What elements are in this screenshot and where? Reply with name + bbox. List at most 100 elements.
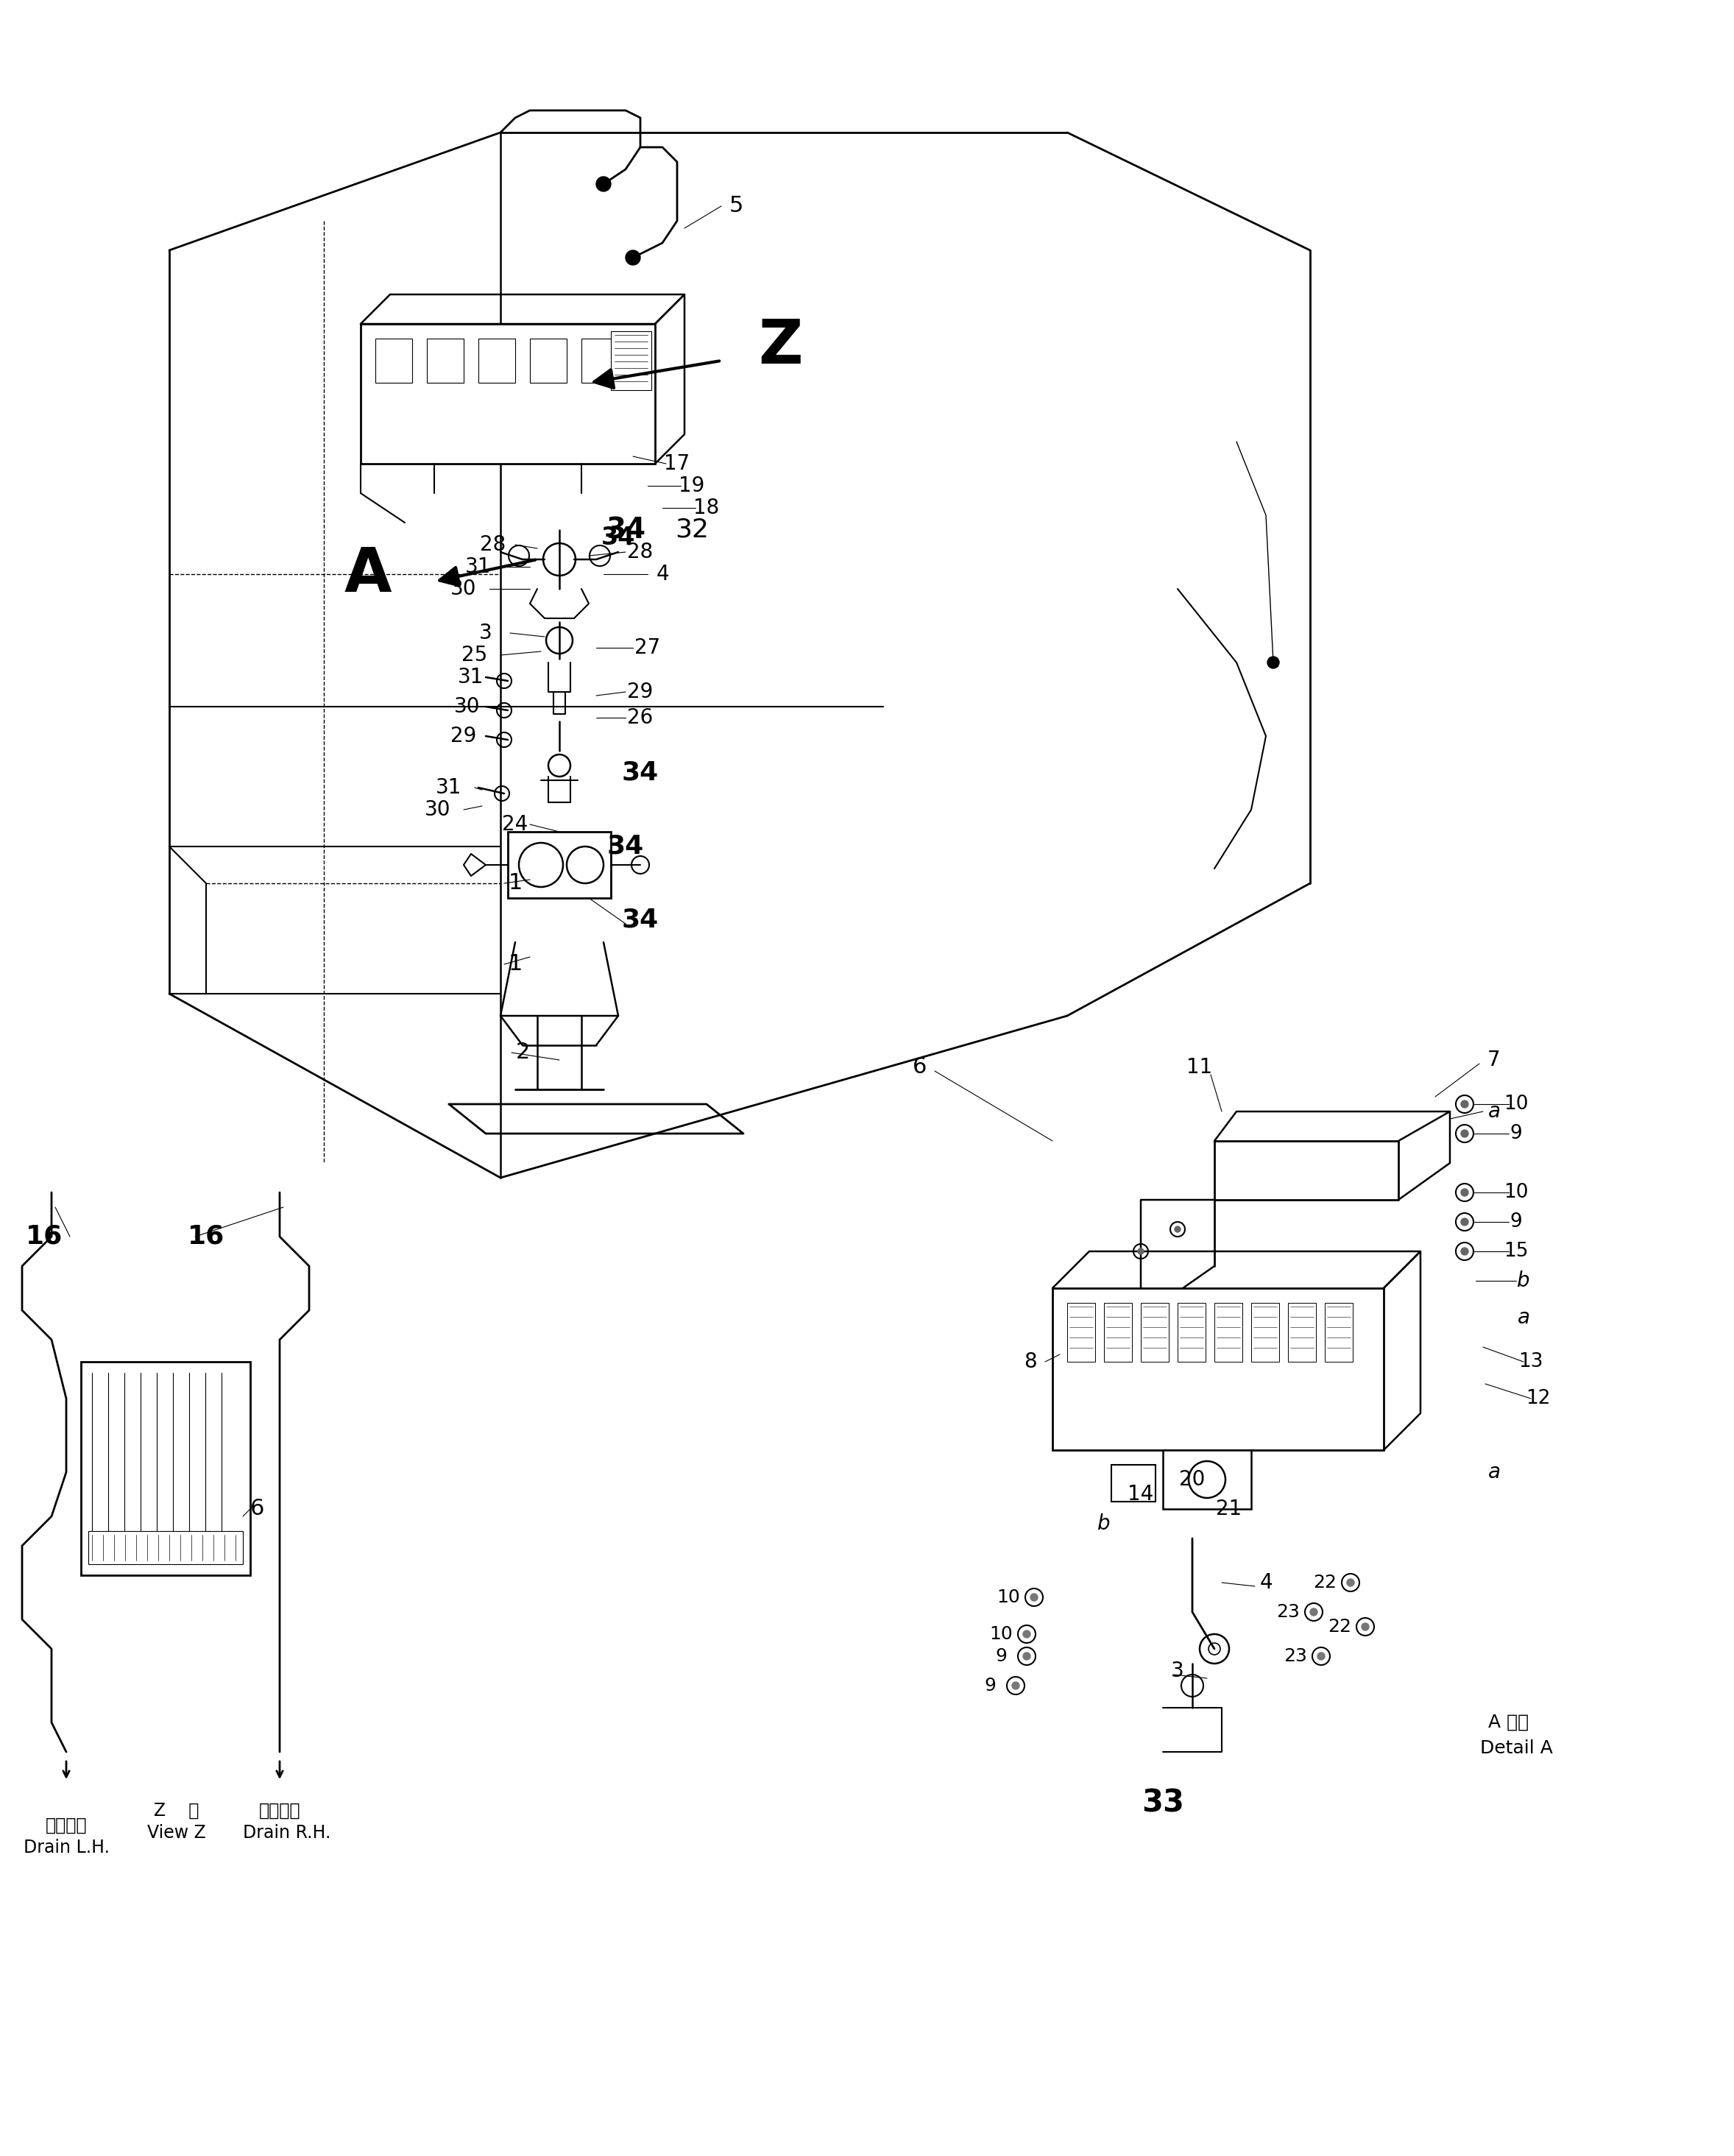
Text: 34: 34 bbox=[605, 515, 645, 543]
Bar bbox=[375, 338, 413, 384]
Text: 29: 29 bbox=[451, 727, 477, 746]
Text: View Z: View Z bbox=[147, 1824, 206, 1841]
Text: 24: 24 bbox=[503, 815, 529, 834]
Text: 27: 27 bbox=[635, 638, 661, 658]
Text: Drain L.H.: Drain L.H. bbox=[23, 1839, 109, 1856]
Bar bbox=[581, 338, 619, 384]
Text: 26: 26 bbox=[628, 707, 654, 729]
Bar bbox=[1177, 1302, 1205, 1363]
Text: 21: 21 bbox=[1216, 1498, 1242, 1520]
Text: 31: 31 bbox=[465, 556, 491, 578]
Circle shape bbox=[1462, 1130, 1469, 1136]
Circle shape bbox=[596, 177, 610, 192]
Text: 17: 17 bbox=[664, 453, 690, 474]
Bar bbox=[610, 332, 652, 390]
Circle shape bbox=[1174, 1227, 1181, 1233]
Bar bbox=[1141, 1302, 1169, 1363]
Circle shape bbox=[1138, 1248, 1144, 1255]
Text: 33: 33 bbox=[1141, 1787, 1184, 1820]
Text: a: a bbox=[1488, 1462, 1500, 1483]
Text: ドレン右: ドレン右 bbox=[258, 1802, 300, 1820]
Text: 12: 12 bbox=[1526, 1388, 1550, 1408]
Text: 15: 15 bbox=[1503, 1242, 1528, 1261]
Text: 10: 10 bbox=[997, 1589, 1020, 1606]
Bar bbox=[1066, 1302, 1096, 1363]
Circle shape bbox=[1023, 1651, 1030, 1660]
Bar bbox=[1288, 1302, 1316, 1363]
Text: 5: 5 bbox=[728, 196, 744, 218]
Bar bbox=[1252, 1302, 1280, 1363]
Text: 34: 34 bbox=[602, 526, 635, 550]
Text: 11: 11 bbox=[1186, 1056, 1212, 1078]
Circle shape bbox=[626, 250, 640, 265]
Text: 23: 23 bbox=[1276, 1604, 1300, 1621]
Text: 34: 34 bbox=[607, 834, 643, 858]
Circle shape bbox=[1361, 1623, 1368, 1630]
Text: 7: 7 bbox=[1488, 1050, 1500, 1069]
Text: 29: 29 bbox=[628, 681, 654, 703]
Text: a: a bbox=[1517, 1307, 1529, 1328]
Text: 4: 4 bbox=[655, 565, 669, 584]
Text: 18: 18 bbox=[694, 498, 720, 517]
Text: ドレン左: ドレン左 bbox=[45, 1818, 87, 1835]
Bar bbox=[1164, 1451, 1252, 1509]
Circle shape bbox=[1462, 1188, 1469, 1197]
Text: 25: 25 bbox=[461, 645, 487, 666]
Text: 9: 9 bbox=[1510, 1212, 1522, 1231]
Bar bbox=[479, 338, 515, 384]
Text: 4: 4 bbox=[1259, 1572, 1273, 1593]
Bar bbox=[427, 338, 463, 384]
Text: 31: 31 bbox=[458, 666, 484, 688]
Text: 22: 22 bbox=[1328, 1617, 1351, 1636]
Bar bbox=[531, 338, 567, 384]
Text: 10: 10 bbox=[990, 1626, 1013, 1643]
Circle shape bbox=[1318, 1651, 1325, 1660]
Text: 30: 30 bbox=[454, 696, 480, 718]
Text: 16: 16 bbox=[187, 1225, 225, 1248]
Text: 23: 23 bbox=[1283, 1647, 1307, 1664]
Text: 16: 16 bbox=[26, 1225, 62, 1248]
Circle shape bbox=[1311, 1608, 1318, 1615]
Text: 9: 9 bbox=[995, 1647, 1007, 1664]
Text: 34: 34 bbox=[623, 761, 659, 785]
Text: Z: Z bbox=[758, 317, 803, 375]
Text: 3: 3 bbox=[479, 623, 492, 642]
Text: a: a bbox=[1488, 1102, 1500, 1121]
Text: 28: 28 bbox=[628, 541, 654, 563]
Text: 19: 19 bbox=[678, 476, 704, 496]
Text: 6: 6 bbox=[912, 1056, 928, 1078]
Bar bbox=[1214, 1302, 1242, 1363]
Circle shape bbox=[1347, 1578, 1354, 1587]
Text: 3: 3 bbox=[1170, 1660, 1184, 1682]
Text: Detail A: Detail A bbox=[1479, 1740, 1552, 1757]
Bar bbox=[1325, 1302, 1353, 1363]
Text: 20: 20 bbox=[1179, 1468, 1205, 1490]
Circle shape bbox=[1462, 1100, 1469, 1108]
Text: 31: 31 bbox=[435, 778, 461, 798]
Text: 8: 8 bbox=[1023, 1352, 1037, 1371]
Bar bbox=[1053, 1287, 1384, 1451]
Text: 34: 34 bbox=[623, 908, 659, 934]
Text: 10: 10 bbox=[1503, 1184, 1528, 1203]
Circle shape bbox=[1268, 658, 1280, 668]
Circle shape bbox=[1462, 1218, 1469, 1225]
Bar bbox=[81, 1363, 250, 1576]
Circle shape bbox=[1462, 1248, 1469, 1255]
Text: b: b bbox=[1098, 1514, 1110, 1535]
Bar bbox=[508, 832, 610, 899]
Circle shape bbox=[1023, 1630, 1030, 1639]
Text: 10: 10 bbox=[1503, 1095, 1528, 1115]
Text: 2: 2 bbox=[515, 1041, 529, 1063]
Text: 9: 9 bbox=[985, 1677, 995, 1695]
Text: 6: 6 bbox=[250, 1498, 265, 1520]
Text: 1: 1 bbox=[508, 953, 522, 975]
Text: 28: 28 bbox=[480, 535, 506, 554]
Text: 32: 32 bbox=[675, 517, 709, 543]
Text: 1: 1 bbox=[508, 873, 522, 895]
Text: A 詳細: A 詳細 bbox=[1488, 1714, 1529, 1731]
Text: 13: 13 bbox=[1519, 1352, 1543, 1371]
Text: 22: 22 bbox=[1313, 1574, 1337, 1591]
Text: b: b bbox=[1517, 1270, 1529, 1291]
Text: 30: 30 bbox=[451, 578, 477, 599]
Bar bbox=[361, 323, 655, 464]
